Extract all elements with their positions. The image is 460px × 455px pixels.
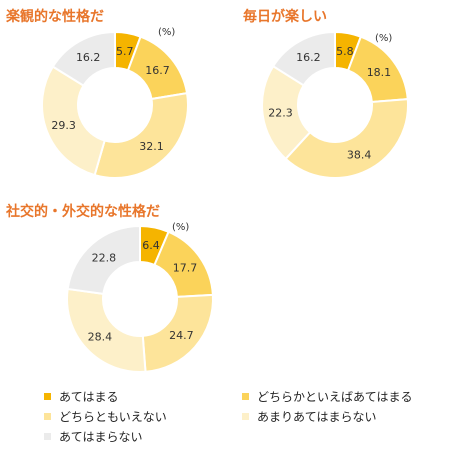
legend-label: あてはまる: [59, 390, 119, 404]
data-label: 16.2: [296, 51, 321, 64]
chart-2-unit: (%): [375, 33, 393, 44]
donut-slice: [41, 65, 106, 177]
data-label: 32.1: [139, 140, 164, 153]
legend-swatch: [44, 393, 51, 400]
data-label: 18.1: [367, 66, 392, 79]
data-label: 28.4: [88, 331, 113, 344]
chart-1-title: 楽観的な性格だ: [6, 9, 104, 25]
data-label: 16.2: [76, 51, 101, 64]
chart-3-donut: 6.4 17.7 24.7 28.4 22.8: [66, 224, 214, 373]
legend-label: あまりあてはまらない: [257, 410, 377, 424]
legend-label: どちらかといえばあてはまる: [257, 390, 413, 404]
legend-item: あてはまらない: [44, 428, 143, 445]
donut-slice: [66, 224, 141, 296]
legend-swatch: [242, 393, 249, 400]
legend-item: あまりあてはまらない: [242, 408, 377, 425]
donut-slice: [284, 98, 409, 179]
legend-swatch: [44, 413, 51, 420]
chart-3-unit: (%): [172, 222, 190, 233]
data-label: 17.7: [173, 261, 198, 274]
data-label: 5.7: [116, 45, 134, 58]
chart-3-title: 社交的・外交的な性格だ: [6, 204, 160, 220]
legend-item: どちらともいえない: [44, 408, 167, 425]
legend-item: あてはまる: [44, 388, 119, 405]
data-label: 29.3: [51, 119, 76, 132]
chart-2-donut: 5.8 18.1 38.4 22.3 16.2: [261, 30, 409, 179]
legend: あてはまる どちらかといえばあてはまる どちらともいえない あまりあてはまらない…: [44, 388, 444, 448]
legend-label: どちらともいえない: [59, 410, 167, 424]
donut-slice: [93, 91, 189, 179]
data-label: 22.3: [268, 106, 293, 119]
chart-2-title: 毎日が楽しい: [243, 9, 327, 25]
legend-swatch: [242, 413, 249, 420]
chart-1-donut: 5.7 16.7 32.1 29.3 16.2: [41, 30, 189, 179]
chart-1-unit: (%): [158, 27, 176, 38]
data-label: 16.7: [145, 64, 170, 77]
legend-item: どちらかといえばあてはまる: [242, 388, 413, 405]
data-label: 22.8: [92, 252, 117, 265]
data-label: 5.8: [336, 45, 354, 58]
legend-swatch: [44, 433, 51, 440]
donut-slice: [66, 287, 147, 373]
data-label: 6.4: [142, 239, 160, 252]
legend-label: あてはまらない: [59, 430, 143, 444]
data-label: 24.7: [169, 329, 194, 342]
data-label: 38.4: [347, 148, 372, 161]
donut-slice: [271, 30, 336, 87]
donut-slice: [51, 30, 116, 87]
